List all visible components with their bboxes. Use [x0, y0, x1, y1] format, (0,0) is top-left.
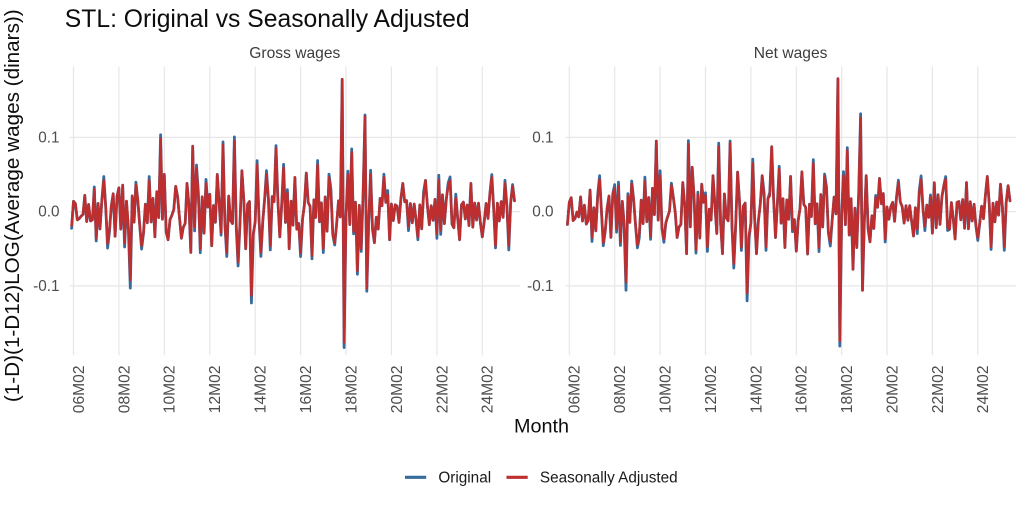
svg-text:-0.1: -0.1 — [33, 278, 59, 295]
svg-text:16M02: 16M02 — [298, 366, 315, 414]
svg-text:Seasonally Adjusted: Seasonally Adjusted — [540, 470, 678, 487]
svg-text:Original: Original — [438, 470, 491, 487]
svg-text:14M02: 14M02 — [253, 366, 270, 414]
svg-text:06M02: 06M02 — [71, 366, 88, 414]
svg-text:18M02: 18M02 — [343, 366, 360, 414]
svg-text:Net wages: Net wages — [754, 45, 828, 62]
svg-text:Month: Month — [514, 416, 569, 438]
svg-text:STL: Original vs Seasonally Ad: STL: Original vs Seasonally Adjusted — [65, 6, 470, 33]
svg-text:18M02: 18M02 — [839, 366, 856, 414]
svg-text:14M02: 14M02 — [748, 366, 765, 414]
svg-text:08M02: 08M02 — [116, 366, 133, 414]
svg-text:12M02: 12M02 — [703, 366, 720, 414]
svg-text:22M02: 22M02 — [434, 366, 451, 414]
svg-text:0.1: 0.1 — [532, 129, 553, 146]
svg-text:(1-D)(1-D12)LOG(Average wages: (1-D)(1-D12)LOG(Average wages (dinars)) — [1, 9, 24, 402]
svg-text:08M02: 08M02 — [612, 366, 629, 414]
svg-text:Gross wages: Gross wages — [249, 45, 340, 62]
svg-text:10M02: 10M02 — [162, 366, 179, 414]
svg-text:20M02: 20M02 — [389, 366, 406, 414]
svg-text:24M02: 24M02 — [975, 366, 992, 414]
svg-text:10M02: 10M02 — [658, 366, 675, 414]
svg-text:20M02: 20M02 — [884, 366, 901, 414]
svg-text:06M02: 06M02 — [567, 366, 584, 414]
svg-text:22M02: 22M02 — [930, 366, 947, 414]
svg-text:16M02: 16M02 — [794, 366, 811, 414]
svg-text:12M02: 12M02 — [207, 366, 224, 414]
svg-text:0.0: 0.0 — [532, 204, 553, 221]
svg-text:0.0: 0.0 — [38, 204, 59, 221]
svg-text:24M02: 24M02 — [480, 366, 497, 414]
svg-text:-0.1: -0.1 — [527, 278, 553, 295]
svg-text:0.1: 0.1 — [38, 129, 59, 146]
